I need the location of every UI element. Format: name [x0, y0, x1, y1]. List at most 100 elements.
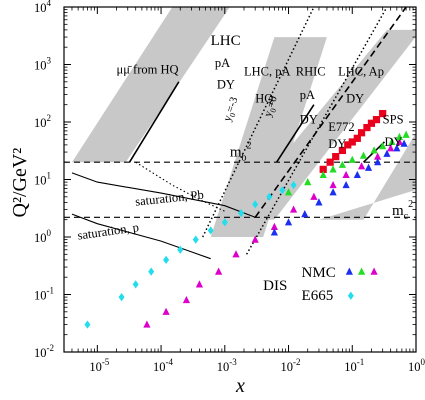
point-e772-2 — [332, 153, 340, 161]
point-e772-11 — [379, 109, 387, 118]
point-nmc-blue-9 — [383, 149, 391, 157]
point-e665-6 — [192, 235, 199, 244]
point-nmc-green-2 — [319, 170, 327, 179]
point-nmc-blue-4 — [329, 188, 337, 196]
legend-marker-2 — [370, 267, 378, 275]
point-nmc-magenta-1 — [162, 307, 170, 315]
point-nmc-blue-11 — [400, 139, 408, 147]
annotation-4: LHC, pA — [244, 64, 291, 78]
annotations: LHC pA DY μμ̄ from HQ LHC, pA HQ RHIC pA DY LHC, … — [77, 33, 414, 304]
point-nmc-blue-3 — [315, 198, 323, 206]
point-e665-8 — [221, 218, 228, 227]
point-nmc-blue-8 — [374, 158, 382, 166]
point-nmc-green-8 — [379, 142, 387, 150]
point-nmc-blue-1 — [284, 218, 293, 226]
point-nmc-magenta-9 — [310, 192, 318, 200]
point-e665-0 — [84, 320, 91, 329]
lhc-line — [128, 81, 180, 163]
point-e665-2 — [132, 280, 139, 289]
y-tick-label-4: 102 — [34, 113, 51, 130]
kinematic-bands — [72, 7, 416, 237]
annotation-15: y0=-3 — [221, 95, 242, 123]
y-tick-label-3: 101 — [34, 171, 51, 188]
annotation-14: DY — [384, 135, 402, 149]
point-e665-13 — [290, 180, 297, 190]
x-tick-label-1: 10-4 — [153, 357, 173, 374]
annotation-8: DY — [300, 112, 318, 126]
point-nmc-green-11 — [402, 130, 410, 138]
point-e665-3 — [148, 267, 155, 276]
y-tick-label-2: 100 — [34, 228, 52, 245]
x-tick-label-2: 10-3 — [217, 357, 237, 374]
point-e772-1 — [326, 158, 334, 166]
point-e772-7 — [357, 129, 366, 137]
point-nmc-green-5 — [348, 155, 356, 163]
legend-marker-1 — [357, 267, 366, 275]
annotation-5: HQ — [255, 91, 273, 105]
point-nmc-magenta-15 — [395, 137, 404, 146]
point-nmc-magenta-10 — [329, 180, 337, 189]
annotation-6: RHIC — [296, 64, 326, 78]
threshold-label-c: mc2 — [392, 199, 413, 222]
data-points — [84, 109, 410, 329]
point-nmc-green-6 — [359, 151, 368, 159]
point-nmc-magenta-0 — [143, 320, 151, 328]
annotation-11: E772 — [328, 120, 354, 134]
point-nmc-blue-7 — [364, 163, 373, 171]
point-nmc-green-7 — [370, 146, 378, 154]
point-e772-4 — [344, 141, 352, 149]
annotation-16: y0=0 — [262, 94, 282, 119]
point-nmc-green-9 — [388, 137, 396, 146]
y-tick-label-6: 104 — [34, 0, 52, 15]
point-nmc-green-3 — [329, 165, 337, 173]
annotation-3: μμ̄ from HQ — [117, 62, 179, 76]
saturation-p — [71, 213, 211, 260]
y-tick-label-0: 10-2 — [34, 343, 54, 360]
point-e665-11 — [266, 192, 273, 201]
point-nmc-magenta-2 — [182, 295, 191, 304]
point-e772-5 — [348, 138, 356, 146]
point-e772-3 — [338, 146, 346, 155]
point-nmc-magenta-4 — [215, 267, 223, 275]
point-e772-10 — [372, 116, 381, 124]
point-nmc-blue-5 — [342, 180, 350, 189]
threshold-label-b: mb2 — [230, 141, 252, 164]
point-e772-6 — [353, 134, 361, 142]
annotation-12: DY — [328, 137, 346, 151]
annotation-2: DY — [217, 78, 235, 92]
point-e772-8 — [363, 123, 371, 132]
point-e665-5 — [177, 245, 184, 254]
x-tick-label-3: 10-2 — [281, 357, 301, 374]
annotation-7: pA — [300, 88, 315, 102]
point-e772-0 — [319, 165, 327, 173]
point-nmc-magenta-11 — [342, 170, 350, 179]
annotation-13: SPS — [383, 112, 404, 126]
point-nmc-magenta-7 — [270, 222, 278, 230]
point-nmc-green-1 — [304, 178, 312, 186]
annotation-10: DY — [346, 91, 364, 105]
x-axis-title: x — [235, 375, 245, 397]
annotation-1: pA — [215, 56, 230, 70]
band-lhc-ap — [318, 132, 416, 220]
legend-marker-0 — [345, 267, 353, 275]
legend-marker-3 — [347, 291, 354, 300]
dotted-y0-0 — [245, 7, 388, 255]
dis-boundary — [254, 7, 407, 218]
annotation-0: LHC — [211, 33, 241, 49]
annotation-18: saturation, p — [77, 220, 140, 242]
point-e665-12 — [279, 186, 286, 195]
x-tick-label-0: 10-5 — [89, 357, 109, 374]
point-nmc-magenta-6 — [251, 235, 259, 243]
point-nmc-magenta-14 — [387, 144, 395, 152]
x-tick-label-4: 10-1 — [344, 357, 364, 374]
saturation-pb — [71, 172, 256, 218]
point-nmc-magenta-8 — [289, 205, 298, 213]
band-rhic-pa — [229, 29, 416, 220]
point-e665-10 — [252, 200, 259, 209]
point-e665-4 — [163, 255, 170, 264]
annotation-21: E665 — [302, 288, 334, 304]
annotation-9: LHC, Ap — [338, 64, 384, 78]
point-nmc-blue-6 — [353, 170, 361, 179]
point-e665-9 — [238, 209, 245, 218]
